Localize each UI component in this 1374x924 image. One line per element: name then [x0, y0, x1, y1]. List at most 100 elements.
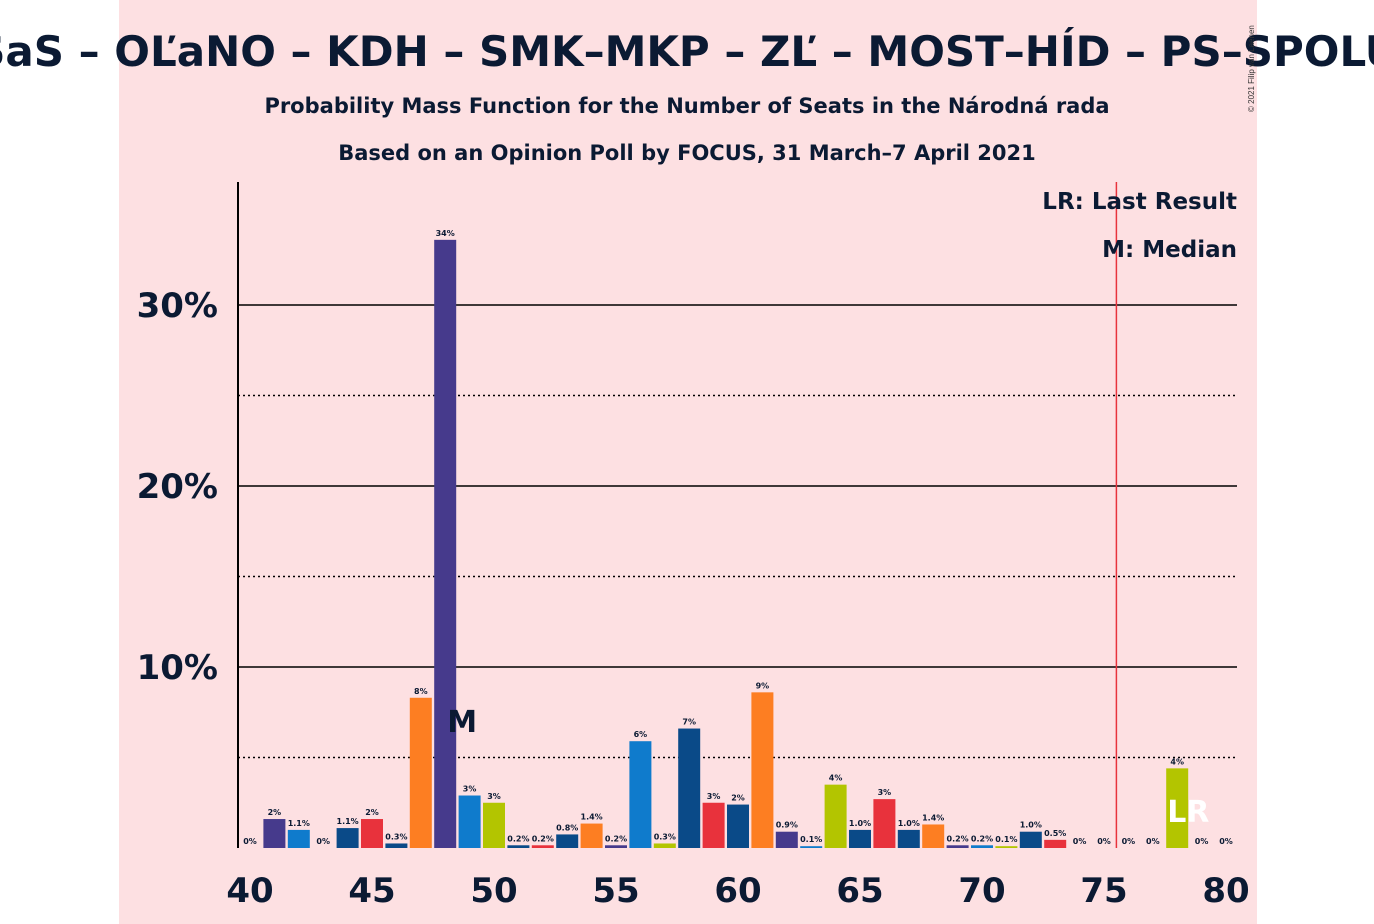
- bar-label: 1.1%: [288, 819, 310, 828]
- bar-seat-48: [434, 239, 457, 849]
- bar-label: 0%: [1195, 837, 1209, 846]
- y-tick-label: 10%: [137, 648, 218, 688]
- bars: [263, 239, 1189, 849]
- bar-seat-44: [336, 828, 359, 848]
- bar-label: 1.0%: [1020, 821, 1042, 830]
- bar-seat-68: [922, 824, 945, 848]
- chart-subtitle-1: Probability Mass Function for the Number…: [264, 94, 1109, 118]
- bar-label: 0.5%: [1044, 829, 1066, 838]
- bar-label: 0%: [243, 837, 257, 846]
- bar-label: 4%: [829, 774, 843, 783]
- bar-seat-60: [727, 804, 749, 848]
- bar-seat-73: [1044, 839, 1067, 848]
- bar-label: 2%: [365, 808, 379, 817]
- bar-label: 0.3%: [654, 832, 676, 841]
- x-tick-labels: 40 45 50 55 60 65 70 75 80: [226, 871, 1249, 911]
- bar-seat-62: [775, 831, 798, 848]
- x-tick-label: 70: [958, 871, 1005, 911]
- bar-label: 6%: [634, 730, 648, 739]
- bar-label: 0.2%: [605, 834, 627, 843]
- bar-label: 0%: [1219, 837, 1233, 846]
- bar-label: 2%: [731, 794, 745, 803]
- bar-label: 0.1%: [800, 835, 822, 844]
- bar-seat-59: [702, 802, 725, 848]
- bar-label: 0.2%: [947, 834, 969, 843]
- bar-label: 34%: [436, 229, 455, 238]
- bar-seat-61: [751, 692, 774, 848]
- last-result-marker: LR: [1167, 795, 1209, 830]
- bar-seat-56: [629, 741, 652, 848]
- bar-label: 0%: [316, 837, 330, 846]
- bar-label: 0.9%: [776, 821, 798, 830]
- bar-seat-58: [678, 728, 701, 848]
- bar-seat-50: [483, 802, 505, 848]
- bar-label: 0.8%: [556, 823, 578, 832]
- bar-seat-53: [556, 834, 579, 848]
- bar-label: 0%: [1073, 837, 1087, 846]
- bar-labels: 0%2%1.1%0%1.1%2%0.3%8%34%3%3%0.2% 0.2%0.8…: [243, 229, 1233, 846]
- bar-seat-47: [409, 697, 432, 848]
- x-tick-label: 50: [470, 871, 517, 911]
- bar-label: 9%: [756, 681, 770, 690]
- bar-label: 1.0%: [849, 819, 871, 828]
- bar-seat-71: [995, 846, 1018, 848]
- bar-seat-49: [458, 795, 481, 848]
- bar-seat-57: [653, 843, 676, 848]
- x-tick-label: 40: [226, 871, 273, 911]
- bar-seat-51: [507, 845, 530, 848]
- bar-label: 3%: [487, 792, 501, 801]
- bar-label: 4%: [1170, 757, 1184, 766]
- legend-median: M: Median: [1102, 237, 1237, 263]
- bar-seat-46: [385, 843, 408, 848]
- bar-seat-66: [873, 799, 896, 848]
- bar-seat-64: [824, 784, 847, 848]
- bar-label: 2%: [268, 808, 282, 817]
- median-marker: M: [447, 705, 477, 740]
- bar-label: 7%: [682, 718, 696, 727]
- bar-seat-54: [580, 823, 603, 848]
- x-tick-label: 75: [1080, 871, 1127, 911]
- copyright-text: © 2021 Filip van Laenen: [1247, 25, 1256, 112]
- y-tick-label: 30%: [137, 286, 218, 326]
- bar-label: 0%: [1097, 837, 1111, 846]
- x-tick-label: 55: [592, 871, 639, 911]
- y-tick-labels: 10% 20% 30%: [137, 286, 218, 688]
- grid-lines: [238, 304, 1237, 759]
- chart-title: SaS – OĽaNO – KDH – SMK–MKP – ZĽ – MOST–…: [0, 26, 1374, 76]
- bar-label: 0.3%: [385, 832, 407, 841]
- bar-seat-41: [263, 819, 286, 848]
- bar-seat-65: [849, 829, 871, 848]
- bar-seat-45: [361, 819, 383, 848]
- x-tick-label: 65: [836, 871, 883, 911]
- y-tick-label: 20%: [137, 467, 218, 507]
- chart-subtitle-2: Based on an Opinion Poll by FOCUS, 31 Ma…: [338, 141, 1036, 165]
- bar-label: 3%: [707, 792, 721, 801]
- bar-seat-69: [946, 845, 969, 848]
- bar-label: 1.4%: [581, 813, 603, 822]
- bar-label: 8%: [414, 687, 428, 696]
- bar-label: 1.0%: [898, 819, 920, 828]
- bar-label: 0%: [1146, 837, 1160, 846]
- bar-label: 0.2%: [532, 834, 554, 843]
- legend-last-result: LR: Last Result: [1042, 189, 1237, 215]
- bar-seat-42: [287, 829, 310, 848]
- bar-seat-67: [897, 829, 920, 848]
- bar-seat-52: [531, 845, 554, 848]
- bar-label: 3%: [878, 788, 892, 797]
- x-tick-label: 60: [714, 871, 761, 911]
- bar-label: 0.2%: [507, 834, 529, 843]
- bar-seat-72: [1019, 831, 1042, 848]
- bar-label: 0%: [1122, 837, 1136, 846]
- x-tick-label: 45: [348, 871, 395, 911]
- bar-label: 3%: [463, 785, 477, 794]
- x-tick-label: 80: [1202, 871, 1249, 911]
- bar-label: 1.1%: [337, 817, 359, 826]
- bar-seat-55: [605, 845, 627, 848]
- bar-seat-63: [800, 846, 823, 848]
- bar-label: 0.2%: [971, 834, 993, 843]
- bar-seat-78: [1166, 768, 1189, 848]
- bar-seat-70: [971, 845, 993, 848]
- bar-label: 1.4%: [922, 813, 944, 822]
- bar-label: 0.1%: [995, 835, 1017, 844]
